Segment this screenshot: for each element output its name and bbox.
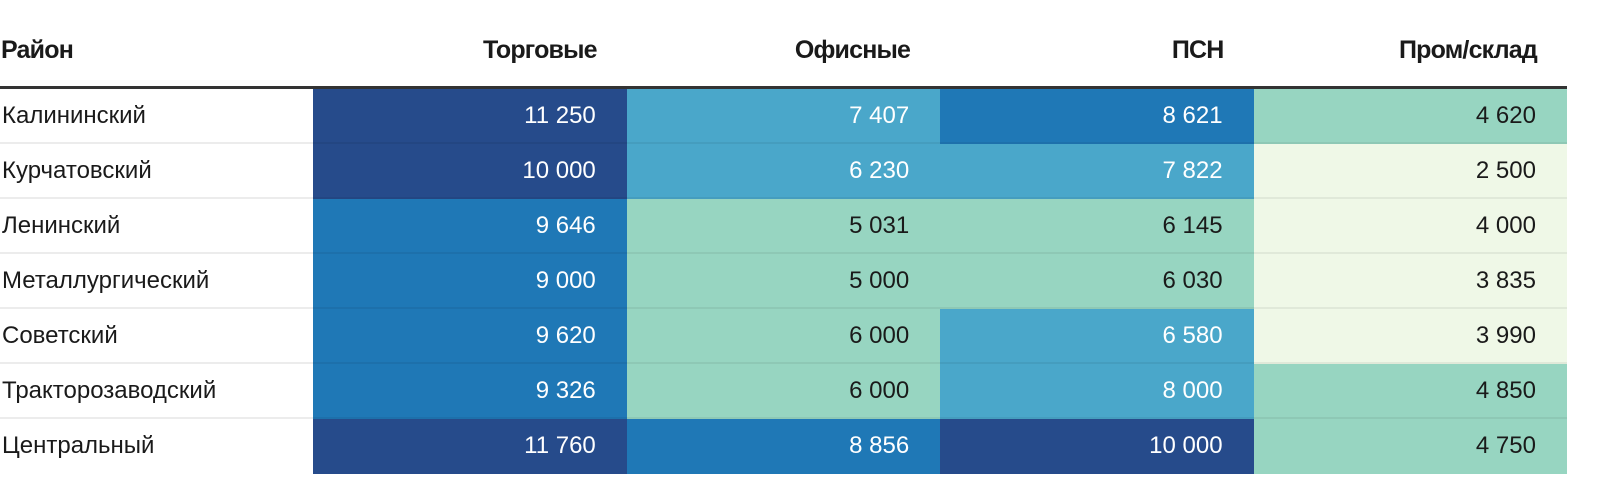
heatmap-cell: 7 822 <box>940 144 1254 199</box>
table-row: Советский 9 620 6 000 6 580 3 990 <box>0 309 1567 364</box>
heatmap-cell: 4 620 <box>1253 89 1567 144</box>
row-label: Калининский <box>0 89 314 144</box>
heatmap-cell: 10 000 <box>313 144 627 199</box>
table-row: Калининский 11 250 7 407 8 621 4 620 <box>0 89 1567 144</box>
column-header[interactable]: ПСН <box>1171 36 1224 64</box>
row-label: Металлургический <box>0 254 314 309</box>
table-row: Центральный 11 760 8 856 10 000 4 750 <box>0 419 1567 474</box>
table-row: Металлургический 9 000 5 000 6 030 3 835 <box>0 254 1567 309</box>
heatmap-cell: 6 030 <box>940 254 1254 309</box>
heatmap-cell: 6 000 <box>626 364 941 419</box>
table-row: Курчатовский 10 000 6 230 7 822 2 500 <box>0 144 1567 199</box>
heatmap-cell: 9 000 <box>313 254 627 309</box>
row-label: Ленинский <box>0 199 314 254</box>
column-header[interactable]: Офисные <box>794 36 911 64</box>
heatmap-cell: 6 230 <box>626 144 941 199</box>
row-label: Советский <box>0 309 314 364</box>
table-header: Район Торговые Офисные ПСН Пром/склад <box>0 0 1567 89</box>
heatmap-cell: 10 000 <box>940 419 1254 474</box>
heatmap-cell: 8 000 <box>940 364 1254 419</box>
heatmap-cell: 4 750 <box>1253 419 1567 474</box>
column-header[interactable]: Пром/склад <box>1398 36 1538 64</box>
row-label: Тракторозаводский <box>0 364 314 419</box>
heatmap-cell: 6 145 <box>940 199 1254 254</box>
heatmap-cell: 9 326 <box>313 364 627 419</box>
heatmap-cell: 8 621 <box>940 89 1254 144</box>
heatmap-cell: 11 250 <box>313 89 627 144</box>
heatmap-cell: 6 000 <box>626 309 941 364</box>
heatmap-cell: 4 850 <box>1253 364 1567 419</box>
table-body: Калининский 11 250 7 407 8 621 4 620 Курчатов… <box>0 89 1567 474</box>
column-header[interactable]: Район <box>1 36 74 64</box>
heatmap-cell: 6 580 <box>940 309 1254 364</box>
heatmap-cell: 7 407 <box>626 89 941 144</box>
table-row: Ленинский 9 646 5 031 6 145 4 000 <box>0 199 1567 254</box>
heatmap-cell: 9 620 <box>313 309 627 364</box>
table-row: Тракторозаводский 9 326 6 000 8 000 4 850 <box>0 364 1567 419</box>
heatmap-cell: 5 031 <box>626 199 941 254</box>
column-header[interactable]: Торговые <box>482 36 598 64</box>
heatmap-table: Район Торговые Офисные ПСН Пром/склад Калини… <box>0 0 1567 474</box>
heatmap-cell: 5 000 <box>626 254 941 309</box>
heatmap-cell: 8 856 <box>626 419 941 474</box>
heatmap-cell: 2 500 <box>1253 144 1567 199</box>
heatmap-cell: 4 000 <box>1253 199 1567 254</box>
row-label: Центральный <box>2 432 155 459</box>
row-label: Курчатовский <box>0 144 314 199</box>
heatmap-cell: 11 760 <box>313 419 627 474</box>
heatmap-cell: 3 990 <box>1253 309 1567 364</box>
heatmap-cell: 3 835 <box>1253 254 1567 309</box>
heatmap-cell: 9 646 <box>313 199 627 254</box>
